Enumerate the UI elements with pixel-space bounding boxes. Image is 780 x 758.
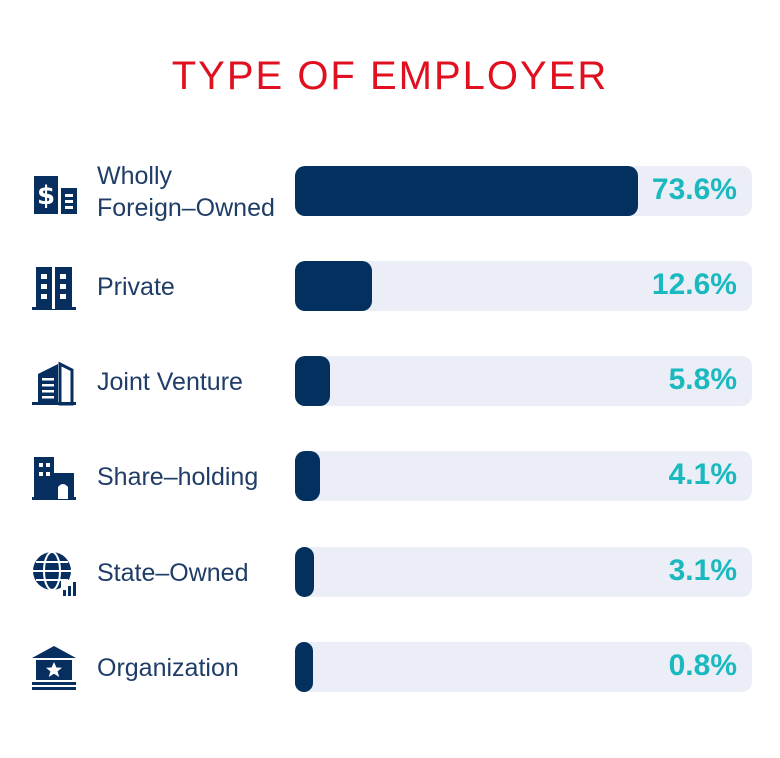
bar-track <box>295 356 752 406</box>
bar <box>295 642 313 692</box>
bar <box>295 261 372 311</box>
bar-track <box>295 547 752 597</box>
bar-row: Joint Venture 5.8% <box>0 352 780 412</box>
category-label-line: Organization <box>97 654 239 682</box>
bar-row: $ Wholly Foreign–Owned 73.6% <box>0 162 780 222</box>
bar-track <box>295 261 752 311</box>
bar <box>295 166 638 216</box>
category-label-line: Private <box>97 273 175 301</box>
svg-text:$: $ <box>37 181 55 211</box>
factory-building-icon <box>28 451 80 503</box>
bar-row: Organization 0.8% <box>0 638 780 698</box>
institution-star-icon <box>28 642 80 694</box>
category-label: Private <box>97 271 175 303</box>
bar-track <box>295 642 752 692</box>
bar-row: State–Owned 3.1% <box>0 543 780 603</box>
category-label-line: Joint Venture <box>97 368 243 396</box>
category-label: Joint Venture <box>97 366 243 398</box>
category-label: Share–holding <box>97 461 258 493</box>
value-label: 0.8% <box>668 649 737 682</box>
finance-building-icon: $ <box>28 166 80 218</box>
bar-row: Private 12.6% <box>0 257 780 317</box>
category-label: State–Owned <box>97 557 249 589</box>
category-label: Organization <box>97 652 239 684</box>
category-label-line: Share–holding <box>97 463 259 491</box>
skyscraper-icon <box>28 356 80 408</box>
value-label: 73.6% <box>651 173 737 206</box>
bar <box>295 356 331 406</box>
bar-row: Share–holding 4.1% <box>0 447 780 507</box>
chart-title: TYPE OF EMPLOYER <box>171 54 609 98</box>
value-label: 4.1% <box>668 458 737 491</box>
bar <box>295 451 320 501</box>
category-label: Wholly Foreign–Owned <box>97 160 275 224</box>
category-label-line: Wholly <box>97 162 173 190</box>
office-building-icon <box>28 261 80 313</box>
category-label-line: Foreign–Owned <box>97 194 275 222</box>
globe-chart-icon <box>28 547 80 599</box>
value-label: 5.8% <box>668 363 737 396</box>
bar-track <box>295 451 752 501</box>
bar-track <box>295 166 752 216</box>
bar <box>295 547 314 597</box>
value-label: 3.1% <box>668 554 737 587</box>
category-label-line: State–Owned <box>97 559 249 587</box>
value-label: 12.6% <box>651 268 737 301</box>
